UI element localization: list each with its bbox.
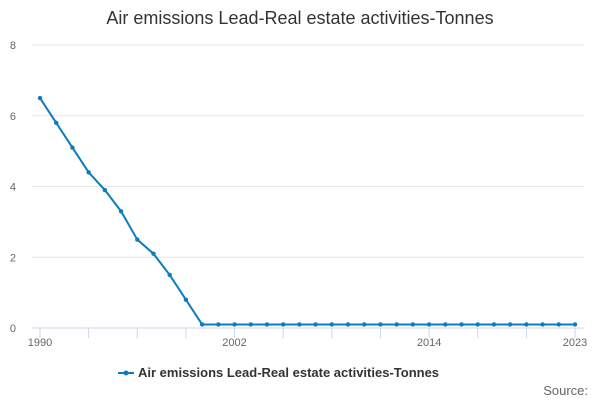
x-tick-label: 2002 xyxy=(222,337,246,349)
data-point[interactable] xyxy=(475,322,480,327)
data-point[interactable] xyxy=(102,187,108,193)
data-point[interactable] xyxy=(280,322,286,327)
data-point[interactable] xyxy=(378,322,383,327)
data-point[interactable] xyxy=(524,322,529,327)
data-point[interactable] xyxy=(167,272,172,278)
y-tick-label: 8 xyxy=(10,40,16,52)
data-point[interactable] xyxy=(135,237,140,242)
series-layer xyxy=(37,95,578,327)
data-point[interactable] xyxy=(491,322,497,327)
data-point[interactable] xyxy=(151,251,156,256)
x-tick-label: 2014 xyxy=(417,337,441,349)
y-tick-label: 2 xyxy=(10,252,16,264)
y-tick-label: 0 xyxy=(10,323,16,335)
source-label: Source: xyxy=(543,383,588,398)
data-point[interactable] xyxy=(410,322,416,327)
data-point[interactable] xyxy=(394,322,399,327)
data-point[interactable] xyxy=(86,170,91,175)
x-tick-label: 1990 xyxy=(28,337,52,349)
chart-title: Air emissions Lead-Real estate activitie… xyxy=(106,8,493,28)
x-axis: 1990 2002 2014 2023 xyxy=(28,327,587,349)
legend-marker-symbol xyxy=(123,370,129,376)
data-point[interactable] xyxy=(297,322,302,327)
data-point[interactable] xyxy=(216,322,221,327)
data-point[interactable] xyxy=(54,120,59,126)
data-point[interactable] xyxy=(199,322,205,327)
y-tick-label: 6 xyxy=(10,111,16,123)
data-point[interactable] xyxy=(443,322,448,327)
data-point[interactable] xyxy=(183,297,189,302)
data-point[interactable] xyxy=(345,322,351,327)
x-tick-label: 2023 xyxy=(563,337,587,349)
series-line xyxy=(39,97,575,326)
data-point[interactable] xyxy=(540,322,545,327)
data-point[interactable] xyxy=(264,322,270,327)
data-point[interactable] xyxy=(556,322,561,327)
data-point[interactable] xyxy=(362,322,367,327)
data-point[interactable] xyxy=(37,95,43,101)
grid: 0 2 4 6 8 xyxy=(10,40,584,335)
data-point[interactable] xyxy=(248,322,253,327)
data-point[interactable] xyxy=(232,322,237,327)
data-point[interactable] xyxy=(507,322,513,327)
legend[interactable]: Air emissions Lead-Real estate activitie… xyxy=(118,365,439,380)
data-point[interactable] xyxy=(572,322,578,327)
legend-label: Air emissions Lead-Real estate activitie… xyxy=(138,365,439,380)
data-point[interactable] xyxy=(426,322,432,327)
y-tick-label: 4 xyxy=(10,182,16,194)
data-point[interactable] xyxy=(459,322,464,327)
data-point[interactable] xyxy=(329,322,335,327)
data-point[interactable] xyxy=(70,145,75,150)
data-point[interactable] xyxy=(118,209,124,214)
data-point[interactable] xyxy=(313,322,318,327)
